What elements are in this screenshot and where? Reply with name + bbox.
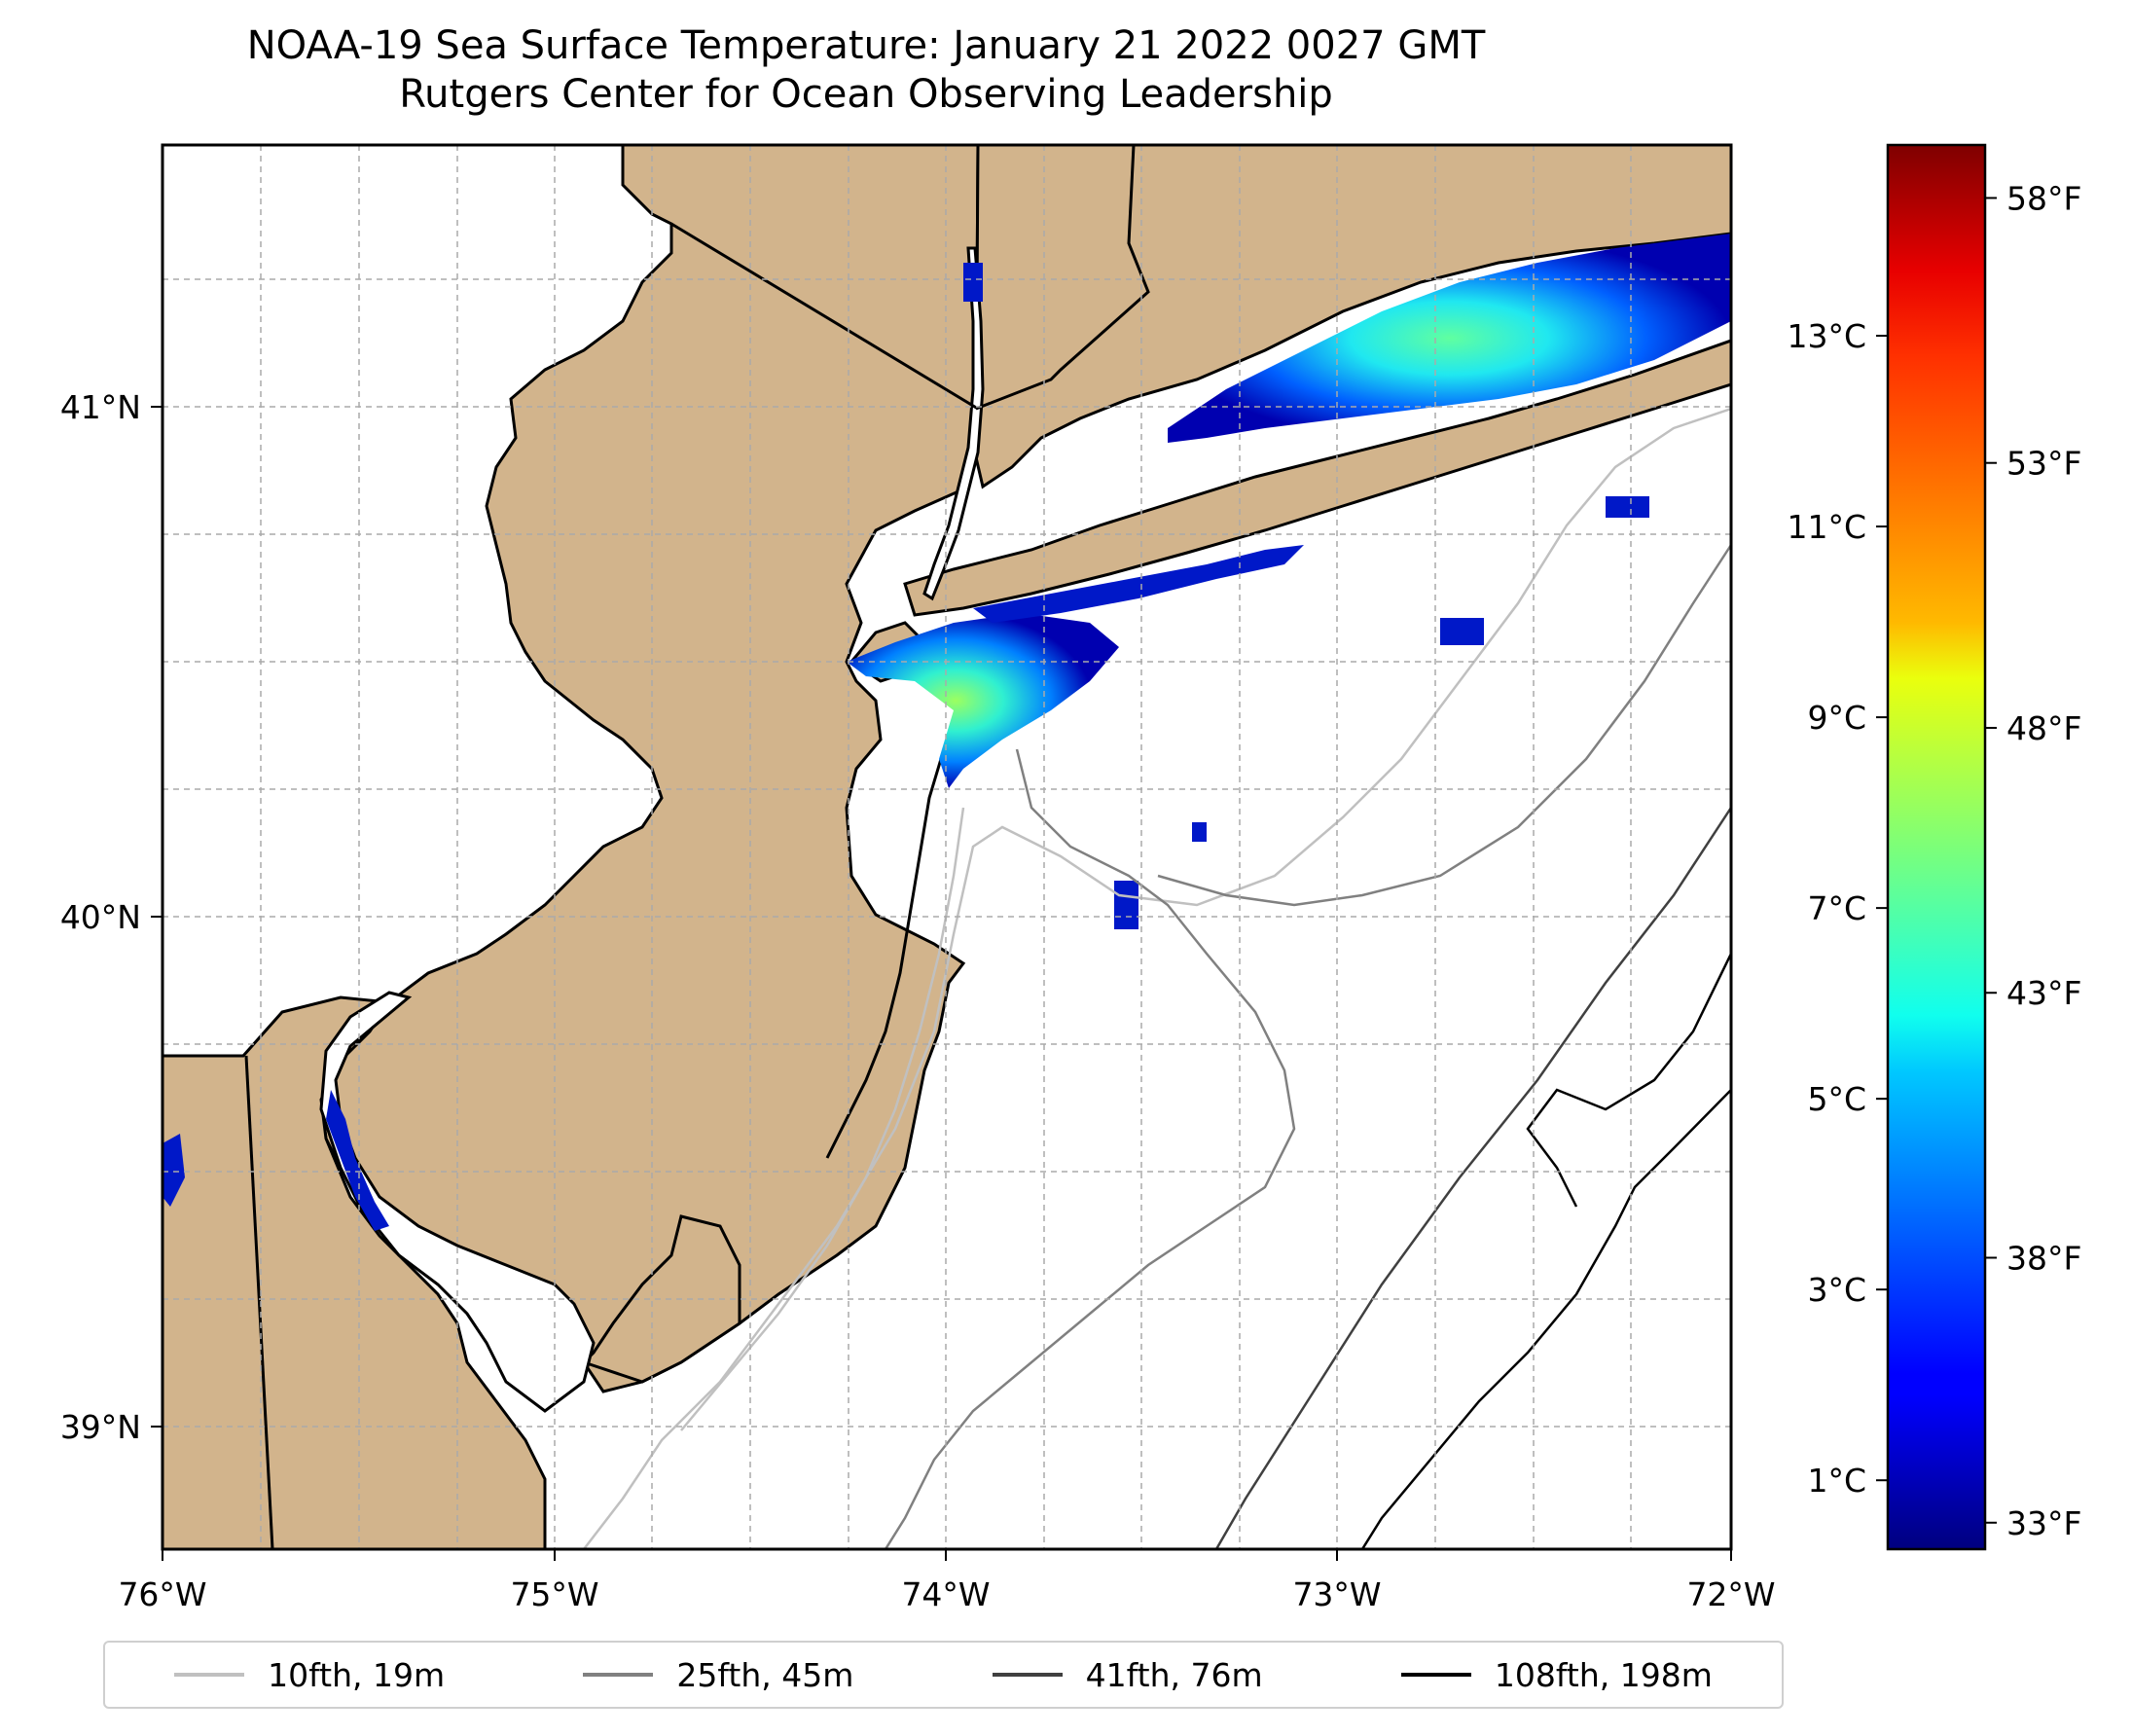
colorbar-fahrenheit-ticks: 33°F 38°F 43°F 48°F 53°F 58°F <box>1985 179 2081 1542</box>
contour-41fth <box>1214 807 1731 1549</box>
legend-label: 108fth, 198m <box>1494 1655 1713 1694</box>
colorbar-gradient <box>1886 143 1987 1551</box>
sst-patch-3 <box>1114 881 1138 929</box>
colorbar-fahrenheit-label: 48°F <box>2006 709 2081 747</box>
legend-label: 41fth, 76m <box>1085 1655 1263 1694</box>
legend-item: 108fth, 198m <box>1400 1655 1713 1694</box>
y-axis <box>151 406 163 1428</box>
land-south-jersey <box>581 1214 741 1384</box>
sst-patch-1 <box>1440 618 1484 645</box>
legend-label: 10fth, 19m <box>268 1655 446 1694</box>
legend-swatch <box>583 1673 654 1677</box>
legend-swatch <box>992 1673 1063 1677</box>
sst-patch-5 <box>963 263 983 302</box>
delaware-bay <box>319 991 596 1413</box>
legend-swatch <box>174 1673 245 1677</box>
colorbar-celsius-label: 7°C <box>1807 889 1866 927</box>
colorbar: 1°C 3°C 5°C 7°C 9°C 11°C 13°C 33°F 38°F 43°F 48°F… <box>1787 143 2081 1551</box>
legend-item: 41fth, 76m <box>992 1655 1263 1694</box>
sst-chesapeake <box>163 1134 185 1207</box>
sst-patch-2 <box>1606 496 1649 518</box>
sst-data <box>163 234 1731 1231</box>
land-long-island <box>903 339 1731 617</box>
x-axis <box>162 1549 1732 1561</box>
colorbar-fahrenheit-label: 58°F <box>2006 179 2081 217</box>
state-borders <box>244 145 1150 1549</box>
legend: 10fth, 19m 25fth, 45m 41fth, 76m 108fth, 19… <box>103 1641 1784 1709</box>
sst-patch-4 <box>1192 822 1207 842</box>
legend-item: 10fth, 19m <box>174 1656 445 1694</box>
colorbar-celsius-label: 3°C <box>1807 1271 1866 1309</box>
x-tick-label: 73°W <box>1292 1575 1381 1613</box>
colorbar-celsius-ticks: 1°C 3°C 5°C 7°C 9°C 11°C 13°C <box>1787 317 1888 1500</box>
land-connecticut <box>974 145 1731 489</box>
y-tick-label: 40°N <box>60 898 141 936</box>
legend-item: 25fth, 45m <box>583 1656 853 1694</box>
contour-108fth-inner <box>1526 953 1731 1208</box>
x-tick-label: 74°W <box>901 1575 990 1613</box>
contour-25fth-east <box>1157 544 1731 907</box>
sst-delaware-river <box>326 1090 389 1231</box>
title-line-2: Rutgers Center for Ocean Observing Leade… <box>399 72 1333 117</box>
sst-ny-bight <box>847 613 1119 788</box>
legend-swatch <box>1400 1673 1471 1677</box>
x-tick-label: 72°W <box>1686 1575 1775 1613</box>
colorbar-celsius-label: 13°C <box>1787 317 1866 355</box>
contour-10fth-nearshore <box>680 807 965 1431</box>
contour-25fth <box>884 748 1296 1549</box>
x-tick-label: 76°W <box>118 1575 206 1613</box>
y-tick-label: 39°N <box>60 1408 141 1446</box>
colorbar-celsius-label: 11°C <box>1787 508 1866 546</box>
y-tick-label: 41°N <box>60 388 141 426</box>
sst-long-island-sound <box>1168 234 1731 443</box>
contour-108fth <box>1360 1089 1731 1549</box>
x-tick-labels: 76°W 75°W 74°W 73°W 72°W <box>118 1575 1775 1613</box>
barrier-islands <box>825 748 946 1159</box>
chart-title: NOAA-19 Sea Surface Temperature: January… <box>0 21 1732 119</box>
colorbar-fahrenheit-label: 38°F <box>2006 1240 2081 1278</box>
colorbar-celsius-label: 5°C <box>1807 1080 1866 1118</box>
title-line-1: NOAA-19 Sea Surface Temperature: January… <box>246 23 1486 68</box>
x-tick-label: 75°W <box>510 1575 598 1613</box>
colorbar-fahrenheit-label: 43°F <box>2006 974 2081 1012</box>
colorbar-celsius-label: 1°C <box>1807 1462 1866 1500</box>
map-area <box>163 145 1731 1549</box>
gridlines <box>163 145 1731 1549</box>
colorbar-fahrenheit-label: 33°F <box>2006 1504 2081 1542</box>
colorbar-celsius-label: 9°C <box>1807 699 1866 737</box>
colorbar-fahrenheit-label: 53°F <box>2006 445 2081 483</box>
legend-label: 25fth, 45m <box>676 1655 854 1694</box>
y-tick-labels: 41°N 40°N 39°N <box>60 388 141 1446</box>
sst-south-shore <box>973 545 1304 623</box>
